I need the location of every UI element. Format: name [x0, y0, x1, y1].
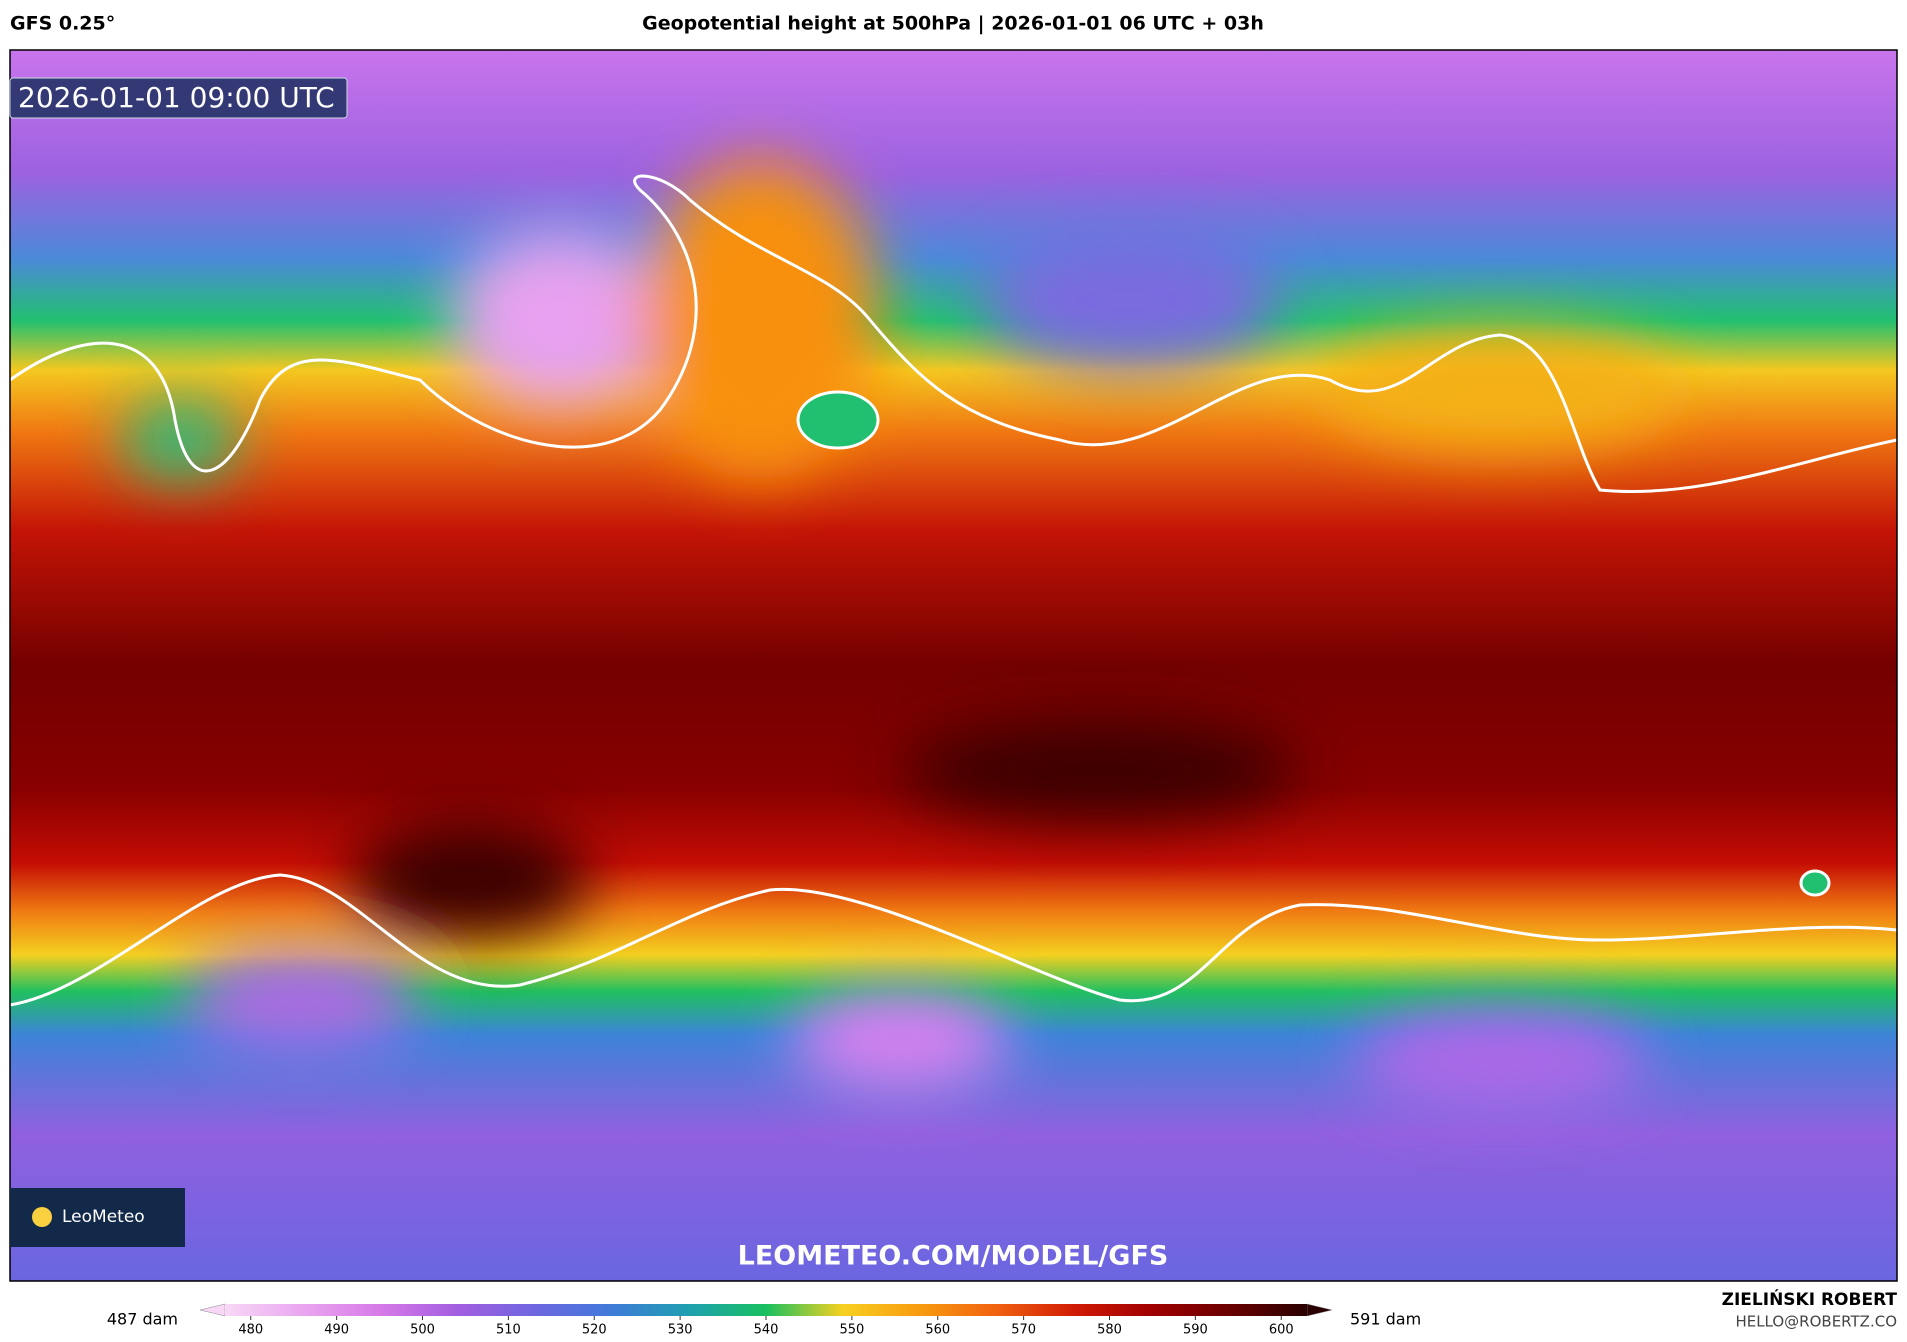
credit-name: ZIELIŃSKI ROBERT — [1722, 1288, 1898, 1310]
colorbar-tick-label: 560 — [925, 1323, 950, 1338]
timestamp-box — [9, 77, 348, 119]
colorbar-tick-label: 500 — [410, 1323, 435, 1338]
colorbar-tick-label: 510 — [496, 1323, 521, 1338]
colorbar-tick-label: 540 — [754, 1323, 779, 1338]
colorbar-tick-label: 530 — [668, 1323, 693, 1338]
colorbar-tick-label: 570 — [1011, 1323, 1036, 1338]
timestamp: 2026-01-01 09:00 UTC — [18, 81, 335, 114]
colorbar-max-extension — [1306, 1303, 1333, 1317]
colorbar-tick-label: 580 — [1097, 1323, 1122, 1338]
colorbar-min-label: 487 dam — [107, 1310, 178, 1329]
colorbar-tick-label: 550 — [839, 1323, 864, 1338]
credit-email: HELLO@ROBERTZ.CO — [1735, 1313, 1897, 1331]
colorbar-tick-label: 480 — [238, 1323, 263, 1338]
logo-text: LeoMeteo — [62, 1207, 145, 1227]
logo-sun — [32, 1207, 52, 1227]
colorbar-min-extension — [199, 1303, 226, 1317]
colorbar-tick-label: 590 — [1183, 1323, 1208, 1338]
colorbar-tick-label: 600 — [1269, 1323, 1294, 1338]
colorbar: 480 490 500 510 520 530 540 550 560 570 580 590 600 — [199, 1303, 1333, 1338]
colorbar-scale — [225, 1304, 1307, 1316]
map-field — [10, 50, 1897, 1281]
model-label: GFS 0.25° — [10, 13, 115, 35]
colorbar-tick-label: 490 — [324, 1323, 349, 1338]
colorbar-tick-label: 520 — [582, 1323, 607, 1338]
map-title: Geopotential height at 500hPa | 2026-01-… — [642, 13, 1264, 35]
colorbar-max-label: 591 dam — [1350, 1310, 1421, 1329]
map-frame — [9, 49, 1898, 1282]
watermark: LEOMETEO.COM/MODEL/GFS — [738, 1241, 1169, 1272]
